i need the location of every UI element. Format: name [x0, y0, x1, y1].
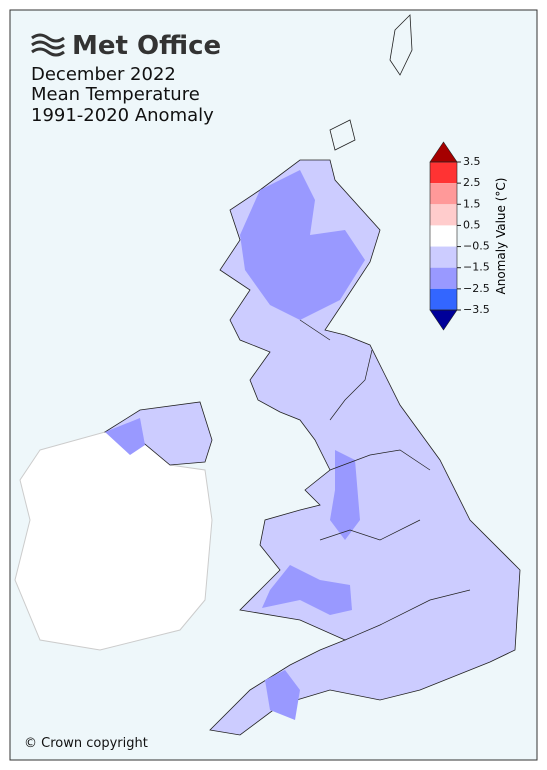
- legend-tick-label: −0.5: [463, 240, 490, 253]
- legend-band: [430, 267, 457, 289]
- legend-label: Anomaly Value (°C): [494, 178, 508, 295]
- northern-ireland: [103, 401, 213, 466]
- region-border: [299, 319, 471, 641]
- legend-band: [430, 183, 457, 205]
- anomaly-region: [262, 565, 352, 615]
- legend-outline: [429, 161, 458, 311]
- logo-wave: [31, 33, 65, 43]
- copyright: © Crown copyright: [24, 736, 148, 751]
- legend-band: [430, 246, 457, 268]
- logo-text: Met Office: [72, 31, 221, 61]
- logo-wave: [31, 40, 65, 50]
- legend-tick-label: −1.5: [463, 261, 490, 274]
- anomaly-region: [265, 670, 300, 720]
- logo-wave: [31, 47, 65, 57]
- islands: [329, 14, 413, 151]
- legend-band: [430, 288, 457, 310]
- legend-tick-label: 1.5: [463, 197, 481, 210]
- anomaly-region: [240, 170, 365, 320]
- anomaly-region: [105, 418, 145, 455]
- title-line: December 2022: [31, 64, 176, 85]
- title-line: Mean Temperature: [31, 84, 200, 105]
- legend-tick-label: 3.5: [463, 155, 481, 168]
- legend-band: [430, 225, 457, 247]
- title-line: 1991-2020 Anomaly: [31, 105, 214, 126]
- legend-band: [430, 162, 457, 184]
- legend-tick-label: −2.5: [463, 282, 490, 295]
- legend-tick-label: 0.5: [463, 218, 481, 231]
- anomaly-region: [330, 450, 360, 540]
- legend-band: [430, 204, 457, 226]
- logo: [31, 33, 65, 57]
- legend-tick-label: −3.5: [463, 303, 490, 316]
- legend-tick-label: 2.5: [463, 176, 481, 189]
